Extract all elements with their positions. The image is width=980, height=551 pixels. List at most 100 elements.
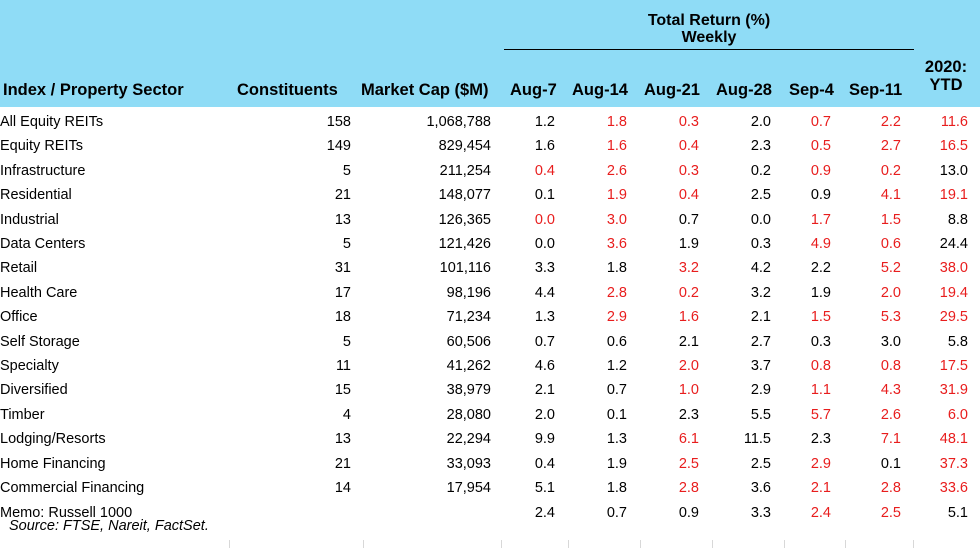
- aug-21-cell: 0.4: [678, 187, 699, 204]
- sector-name-cell: Memo: Russell 1000: [0, 504, 133, 521]
- constituents-cell: 21: [334, 455, 351, 472]
- aug-21-cell: 6.1: [678, 431, 699, 448]
- sep-11-cell: 2.8: [880, 480, 901, 497]
- constituents-cell: 18: [334, 309, 351, 326]
- sector-name-cell: Residential: [0, 187, 72, 204]
- aug-21-cell: 1.0: [678, 382, 699, 399]
- sep-4-cell: 1.1: [810, 382, 831, 399]
- col-header-market-cap: Market Cap ($M): [361, 81, 489, 99]
- sector-name-cell: Equity REITs: [0, 138, 83, 155]
- aug-28-cell: 2.3: [750, 138, 771, 155]
- tick-mark: [568, 540, 569, 548]
- aug-28-cell: 2.5: [750, 455, 771, 472]
- aug-28-cell: 2.9: [750, 382, 771, 399]
- market-cap-cell: 829,454: [438, 138, 491, 155]
- sector-name-cell: Industrial: [0, 211, 59, 228]
- aug-14-cell: 0.7: [606, 382, 627, 399]
- ytd-cell: 29.5: [939, 309, 968, 326]
- aug-28-cell: 3.7: [750, 358, 771, 375]
- sep-11-cell: 2.7: [880, 138, 901, 155]
- constituents-cell: 5: [342, 333, 351, 350]
- market-cap-cell: 148,077: [438, 187, 491, 204]
- constituents-cell: 13: [334, 431, 351, 448]
- aug-28-cell: 3.2: [750, 284, 771, 301]
- aug-14-cell: 1.8: [606, 260, 627, 277]
- sep-11-cell: 0.6: [880, 236, 901, 253]
- col-header-sep-11: Sep-11: [849, 81, 903, 99]
- table-row: Office 18 71,234 1.3 2.9 1.6 2.1 1.5 5.3 29.5: [0, 305, 968, 329]
- col-header-ytd: 2020: YTD: [916, 58, 976, 94]
- sep-4-cell: 2.3: [810, 431, 831, 448]
- constituents-cell: 31: [334, 260, 351, 277]
- aug-14-cell: 1.8: [606, 114, 627, 130]
- aug-7-cell: 0.7: [534, 333, 555, 350]
- aug-14-cell: 3.0: [606, 211, 627, 228]
- aug-28-cell: 2.0: [750, 114, 771, 130]
- aug-28-cell: 2.5: [750, 187, 771, 204]
- aug-28-cell: 11.5: [743, 431, 771, 448]
- ytd-header-line-2: YTD: [929, 76, 963, 94]
- aug-28-cell: 2.1: [750, 309, 771, 326]
- sep-4-cell: 2.1: [810, 480, 831, 497]
- table-row: Specialty 11 41,262 4.6 1.2 2.0 3.7 0.8 0.8 17.5: [0, 354, 968, 378]
- sep-11-cell: 0.2: [880, 162, 901, 179]
- ytd-cell: 11.6: [940, 114, 968, 130]
- ytd-cell: 31.9: [939, 382, 968, 399]
- sep-4-cell: 1.5: [810, 309, 831, 326]
- aug-14-cell: 1.9: [606, 187, 627, 204]
- aug-7-cell: 0.1: [534, 187, 555, 204]
- table-row: Memo: Russell 1000 2.4 0.7 0.9 3.3 2.4 2.5 5.1: [0, 501, 968, 525]
- constituents-cell: 5: [342, 162, 351, 179]
- ytd-cell: 19.1: [939, 187, 968, 204]
- aug-14-cell: 2.8: [606, 284, 627, 301]
- returns-table: All Equity REITs 158 1,068,788 1.2 1.8 0.3 2.0…: [0, 110, 968, 525]
- aug-28-cell: 3.6: [750, 480, 771, 497]
- aug-7-cell: 0.4: [534, 162, 555, 179]
- sector-name-cell: Infrastructure: [0, 162, 86, 179]
- sep-11-cell: 7.1: [880, 431, 901, 448]
- ytd-cell: 5.8: [947, 333, 968, 350]
- tick-mark: [784, 540, 785, 548]
- aug-14-cell: 1.9: [606, 455, 627, 472]
- sep-11-cell: 1.5: [880, 211, 901, 228]
- aug-21-cell: 2.0: [678, 358, 699, 375]
- aug-14-cell: 1.6: [606, 138, 627, 155]
- market-cap-cell: 98,196: [446, 284, 491, 301]
- tick-mark: [640, 540, 641, 548]
- col-header-aug-7: Aug-7: [510, 81, 557, 99]
- sector-name-cell: Retail: [0, 260, 38, 277]
- aug-28-cell: 2.7: [750, 333, 771, 350]
- aug-7-cell: 0.4: [534, 455, 555, 472]
- ytd-cell: 5.1: [947, 504, 968, 521]
- source-note: Source: FTSE, Nareit, FactSet.: [9, 518, 209, 534]
- market-cap-cell: 126,365: [438, 211, 491, 228]
- aug-28-cell: 0.0: [750, 211, 771, 228]
- col-header-aug-28: Aug-28: [716, 81, 772, 99]
- aug-7-cell: 2.1: [534, 382, 555, 399]
- market-cap-cell: 71,234: [446, 309, 491, 326]
- sep-4-cell: 2.4: [810, 504, 831, 521]
- sep-11-cell: 4.1: [880, 187, 901, 204]
- aug-14-cell: 1.2: [606, 358, 627, 375]
- aug-7-cell: 4.4: [534, 284, 555, 301]
- constituents-cell: 4: [342, 406, 351, 423]
- sep-4-cell: 4.9: [810, 236, 831, 253]
- aug-21-cell: 0.4: [678, 138, 699, 155]
- sep-4-cell: 5.7: [810, 406, 831, 423]
- aug-28-cell: 3.3: [750, 504, 771, 521]
- col-header-sep-4: Sep-4: [789, 81, 834, 99]
- sep-11-cell: 5.2: [880, 260, 901, 277]
- aug-7-cell: 5.1: [534, 480, 555, 497]
- sep-4-cell: 0.9: [810, 162, 831, 179]
- aug-28-cell: 4.2: [750, 260, 771, 277]
- tick-mark: [712, 540, 713, 548]
- table-row: Health Care 17 98,196 4.4 2.8 0.2 3.2 1.9 2.0 19.…: [0, 281, 968, 305]
- ytd-cell: 8.8: [947, 211, 968, 228]
- aug-21-cell: 0.7: [678, 211, 699, 228]
- sector-name-cell: Data Centers: [0, 236, 86, 253]
- group-title-line-2: Weekly: [681, 29, 737, 46]
- sep-4-cell: 2.2: [810, 260, 831, 277]
- table-row: Home Financing 21 33,093 0.4 1.9 2.5 2.5 2.9 0.1…: [0, 452, 968, 476]
- constituents-cell: 11: [335, 358, 351, 375]
- constituents-cell: 21: [334, 187, 351, 204]
